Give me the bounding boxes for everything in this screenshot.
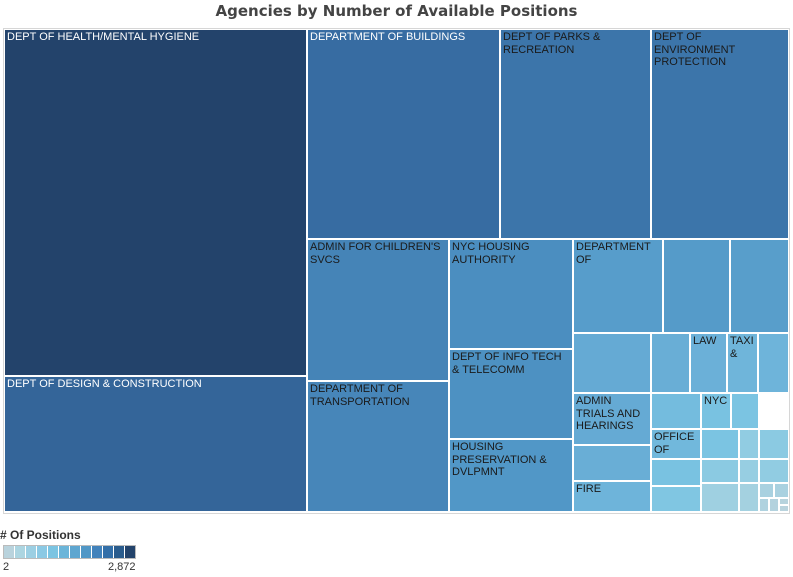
treemap-cell-label: NYC HOUSING AUTHORITY (452, 241, 530, 266)
treemap-cell-label: ADMIN TRIALS AND HEARINGS (576, 395, 641, 432)
treemap-cell[interactable]: OFFICE OF (651, 429, 701, 459)
treemap-cell[interactable]: ADMIN TRIALS AND HEARINGS (573, 393, 651, 445)
treemap-cell[interactable]: DEPT OF INFO TECH & TELECOMM (449, 349, 573, 439)
treemap: DEPT OF HEALTH/MENTAL HYGIENE DEPT OF DES… (4, 29, 789, 512)
treemap-cell-label: FIRE (576, 483, 602, 495)
treemap-cell-label: DEPT OF HEALTH/MENTAL HYGIENE (7, 31, 200, 43)
treemap-cell[interactable] (701, 459, 739, 483)
treemap-cell-label: NYC (704, 395, 728, 407)
treemap-cell-label: DEPT OF DESIGN & CONSTRUCTION (7, 378, 202, 390)
treemap-cell[interactable] (758, 333, 789, 393)
treemap-cell-label: ADMIN FOR CHILDREN'S SVCS (310, 241, 441, 266)
treemap-cell[interactable]: DEPT OF HEALTH/MENTAL HYGIENE (4, 29, 307, 376)
treemap-cell[interactable] (739, 483, 759, 512)
legend-swatch (48, 546, 59, 558)
chart-title: Agencies by Number of Available Position… (215, 2, 578, 20)
treemap-cell[interactable]: LAW (690, 333, 727, 393)
treemap-cell[interactable]: DEPARTMENT OF BUILDINGS (307, 29, 500, 239)
legend-min-label: 2 (3, 561, 10, 573)
legend-swatch (37, 546, 48, 558)
treemap-cell[interactable] (759, 429, 789, 459)
treemap-cell[interactable]: HOUSING PRESERVATION & DVLPMNT (449, 439, 573, 512)
treemap-cell[interactable] (573, 333, 651, 393)
legend-title: # Of Positions (0, 528, 81, 542)
treemap-cell[interactable] (739, 429, 759, 459)
legend-swatch (70, 546, 81, 558)
treemap-cell[interactable] (759, 459, 789, 483)
treemap-cell[interactable]: DEPARTMENT OF (573, 239, 663, 333)
treemap-cell[interactable] (701, 429, 739, 459)
legend-color-bar (3, 545, 136, 559)
treemap-cell-label: DEPARTMENT OF TRANSPORTATION (310, 383, 410, 408)
treemap-cell[interactable] (730, 239, 789, 333)
treemap-cell-label: LAW (693, 335, 717, 347)
treemap-cell[interactable]: DEPT OF DESIGN & CONSTRUCTION (4, 376, 307, 512)
legend-swatch (103, 546, 114, 558)
treemap-cell-label: HOUSING PRESERVATION & DVLPMNT (452, 441, 547, 478)
treemap-cell[interactable] (759, 498, 769, 512)
treemap-cell[interactable]: FIRE (573, 481, 651, 512)
treemap-cell[interactable] (651, 333, 690, 393)
treemap-cell[interactable] (701, 483, 739, 512)
treemap-cell[interactable] (779, 505, 789, 512)
treemap-cell-label: OFFICE OF (654, 431, 695, 456)
legend-max-label: 2,872 (108, 561, 136, 573)
treemap-cell-label: TAXI & (730, 335, 754, 360)
treemap-cell[interactable] (774, 483, 789, 498)
treemap-cell[interactable] (779, 498, 789, 505)
treemap-cell[interactable] (759, 483, 774, 498)
legend-swatch (114, 546, 125, 558)
treemap-cell[interactable] (769, 498, 779, 512)
treemap-cell[interactable] (651, 459, 701, 486)
treemap-cell[interactable] (651, 393, 701, 429)
treemap-cell[interactable] (731, 393, 759, 429)
treemap-cell[interactable]: NYC (701, 393, 731, 429)
treemap-cell[interactable]: TAXI & (727, 333, 758, 393)
legend-swatch (81, 546, 92, 558)
legend-swatch (125, 546, 135, 558)
treemap-cell[interactable]: DEPT OF PARKS & RECREATION (500, 29, 651, 239)
legend-swatch (4, 546, 15, 558)
legend-swatch (92, 546, 103, 558)
treemap-cell-label: DEPT OF PARKS & RECREATION (503, 31, 601, 56)
legend-swatch (26, 546, 37, 558)
legend-swatch (59, 546, 70, 558)
treemap-cell-label: DEPARTMENT OF (576, 241, 651, 266)
treemap-cell[interactable]: NYC HOUSING AUTHORITY (449, 239, 573, 349)
treemap-cell[interactable] (573, 445, 651, 481)
treemap-cell-label: DEPT OF INFO TECH & TELECOMM (452, 351, 562, 376)
treemap-cell[interactable]: ADMIN FOR CHILDREN'S SVCS (307, 239, 449, 381)
treemap-cell[interactable]: DEPT OF ENVIRONMENT PROTECTION (651, 29, 789, 239)
treemap-cell[interactable] (739, 459, 759, 483)
treemap-cell-label: DEPARTMENT OF BUILDINGS (310, 31, 466, 43)
treemap-cell-label: DEPT OF ENVIRONMENT PROTECTION (654, 31, 736, 68)
treemap-frame (3, 28, 790, 514)
treemap-cell[interactable]: DEPARTMENT OF TRANSPORTATION (307, 381, 449, 512)
treemap-cell[interactable] (663, 239, 730, 333)
legend-swatch (15, 546, 26, 558)
treemap-cell[interactable] (651, 486, 701, 512)
